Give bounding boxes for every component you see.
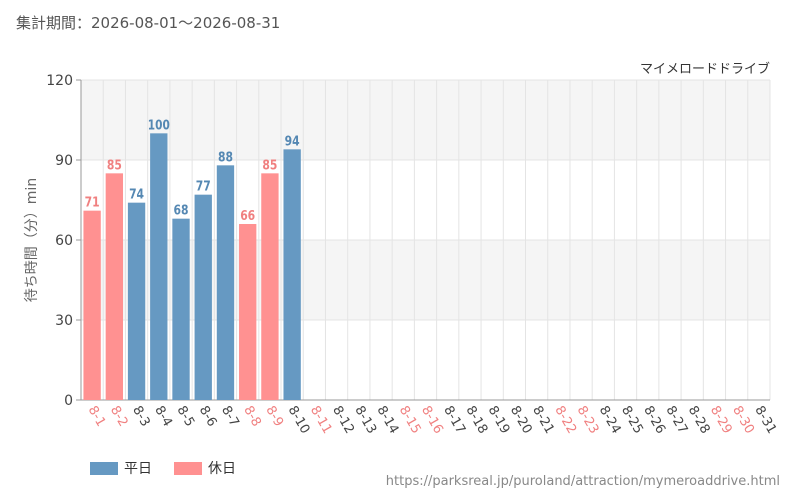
bar (283, 149, 301, 400)
x-tick-label: 8-26 (640, 404, 668, 437)
x-tick-label: 8-4 (151, 404, 175, 430)
bar-value-label: 85 (262, 158, 277, 173)
bar-value-label: 94 (285, 134, 300, 149)
x-tick-label: 8-31 (751, 404, 779, 437)
legend-weekday-label: 平日 (124, 461, 152, 477)
x-tick-label: 8-7 (218, 404, 242, 430)
plot-band (81, 80, 770, 160)
x-tick-label: 8-11 (307, 404, 335, 437)
x-tick-label: 8-10 (285, 404, 313, 437)
bar (127, 202, 146, 400)
bar (150, 133, 168, 401)
x-tick-label: 8-5 (174, 404, 198, 430)
x-tick-label: 8-18 (462, 404, 490, 437)
bar-value-label: 68 (174, 204, 189, 219)
bar (172, 218, 190, 400)
x-tick-label: 8-3 (129, 404, 153, 430)
y-tick-label: 90 (55, 153, 73, 169)
bar-value-label: 74 (129, 188, 144, 203)
y-axis-label: 待ち時間（分）min (24, 178, 40, 302)
x-tick-label: 8-30 (729, 404, 757, 437)
x-tick-label: 8-8 (240, 404, 264, 430)
x-tick-label: 8-15 (396, 404, 424, 437)
x-tick-label: 8-25 (618, 404, 646, 437)
x-tick-label: 8-17 (440, 404, 468, 437)
x-tick-label: 8-12 (329, 404, 357, 437)
x-tick-label: 8-14 (374, 404, 402, 437)
bar (239, 224, 257, 400)
bar-value-label: 71 (85, 196, 100, 211)
bar (83, 210, 101, 400)
x-tick-label: 8-9 (262, 404, 286, 430)
legend-weekday: 平日 (90, 458, 152, 478)
y-tick-label: 0 (64, 393, 73, 409)
bar (261, 173, 279, 400)
x-tick-label: 8-16 (418, 404, 446, 437)
bar (216, 165, 235, 400)
x-tick-label: 8-20 (507, 404, 535, 437)
bar-value-label: 66 (240, 209, 255, 224)
legend: 平日 休日 (90, 458, 236, 478)
bar-value-label: 100 (148, 118, 170, 133)
x-tick-label: 8-23 (574, 404, 602, 437)
bar-value-label: 88 (218, 150, 233, 165)
legend-holiday-swatch (174, 461, 202, 475)
x-tick-label: 8-29 (707, 404, 735, 437)
y-tick-label: 60 (55, 233, 73, 249)
y-tick-label: 30 (55, 313, 73, 329)
y-tick-label: 120 (46, 73, 73, 89)
x-tick-label: 8-27 (663, 404, 691, 437)
legend-weekday-swatch (90, 461, 118, 475)
x-tick-label: 8-22 (551, 404, 579, 437)
bar-value-label: 77 (196, 180, 211, 195)
x-tick-label: 8-2 (107, 404, 131, 430)
x-tick-label: 8-19 (485, 404, 513, 437)
x-tick-label: 8-6 (196, 404, 220, 430)
legend-holiday-label: 休日 (208, 461, 236, 477)
x-tick-label: 8-13 (351, 404, 379, 437)
bar-value-label: 85 (107, 158, 122, 173)
legend-holiday: 休日 (174, 458, 236, 478)
x-tick-label: 8-1 (85, 404, 109, 430)
period-label: 集計期間：2026-08-01～2026-08-31 (16, 14, 281, 32)
chart-title: マイメロードドライブ (640, 61, 770, 77)
x-tick-label: 8-28 (685, 404, 713, 437)
source-url[interactable]: https://parksreal.jp/puroland/attraction… (385, 474, 780, 489)
bar (194, 194, 212, 400)
bar (105, 173, 124, 400)
x-tick-label: 8-24 (596, 404, 624, 437)
x-tick-label: 8-21 (529, 404, 557, 437)
